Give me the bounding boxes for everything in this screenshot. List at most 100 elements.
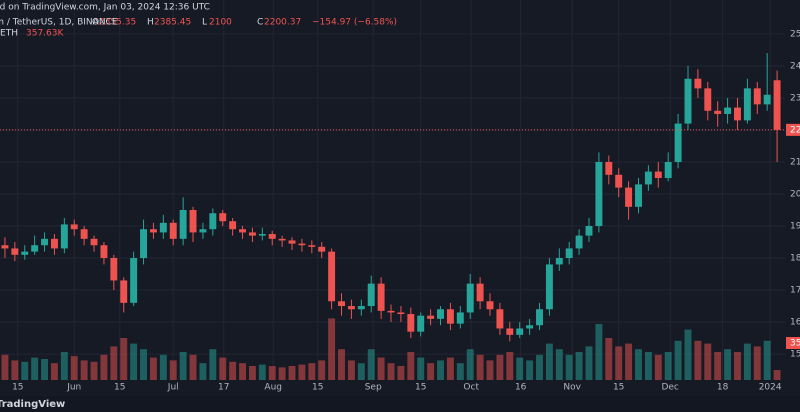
volume-bar	[526, 360, 534, 380]
candle-body	[288, 240, 296, 244]
x-tick-label: Nov	[563, 383, 581, 393]
volume-bar	[149, 357, 157, 380]
volume-bar	[60, 352, 68, 380]
overlay: 1500160017001800190020002100220023002400…	[0, 18, 800, 393]
volume-bar	[763, 340, 771, 380]
candle-body	[496, 309, 504, 329]
candle-body	[41, 238, 49, 246]
volume-bar	[80, 360, 88, 380]
candle-body	[545, 264, 553, 310]
candle-body	[338, 301, 345, 307]
y-tick-label: 1500	[790, 350, 800, 360]
volume-layer	[1, 318, 781, 380]
candle-body	[635, 184, 642, 207]
candle-body	[437, 309, 444, 319]
volume-bar	[338, 349, 345, 380]
volume-bar	[684, 329, 692, 380]
candle-body	[318, 246, 326, 252]
ohlc-letter: O	[92, 18, 99, 28]
x-tick-label: 17	[218, 383, 229, 393]
volume-bar	[565, 354, 573, 380]
volume-bar	[644, 352, 652, 380]
volume-bar	[674, 340, 682, 380]
volume-bar	[199, 363, 207, 380]
candle-body	[734, 107, 741, 121]
volume-bar	[357, 363, 365, 380]
published: Published on TradingView.com, Jan 03, 20…	[0, 3, 210, 13]
volume-box	[786, 336, 800, 349]
volume-bar	[31, 357, 39, 380]
volume-bar	[536, 354, 543, 380]
volume-bar	[268, 366, 276, 380]
y-tick-label: 2100	[790, 157, 800, 167]
volume-label: 357.63K	[790, 338, 800, 348]
candle-body	[199, 229, 207, 233]
volume-bar	[90, 361, 98, 380]
y-tick-label: 1700	[790, 286, 800, 296]
candle-body	[377, 283, 385, 311]
volume-bar	[318, 360, 326, 380]
volume-title: Vol · ETH	[0, 29, 18, 39]
volume-bar	[694, 340, 702, 380]
candle-body	[456, 312, 464, 324]
last-price-label: 2200.37	[790, 125, 800, 135]
volume-bar	[159, 354, 167, 380]
candle-body	[526, 325, 534, 329]
volume-bar	[476, 354, 484, 380]
candle-body	[130, 258, 138, 303]
candle-body	[278, 238, 286, 241]
volume-bar	[347, 360, 355, 380]
volume-bar	[140, 349, 148, 380]
volume-bar	[625, 343, 633, 380]
candle-body	[179, 210, 187, 239]
candle-body	[367, 283, 375, 307]
volume-bar	[209, 349, 217, 380]
volume-bar	[585, 346, 593, 380]
candle-body	[674, 123, 682, 162]
volume-bar	[407, 352, 415, 380]
candle-body	[516, 328, 524, 335]
candle-body	[90, 238, 98, 246]
candle-body	[120, 280, 128, 303]
ohlc-letter: L	[202, 18, 207, 28]
candle-body	[506, 328, 514, 335]
candle-body	[763, 94, 771, 105]
x-tick-label: Aug	[264, 383, 282, 393]
volume-bar	[496, 354, 504, 380]
x-tick-label: Jul	[167, 383, 179, 393]
candle-body	[644, 171, 652, 185]
y-tick-label: 2000	[790, 190, 800, 200]
candle-body	[654, 171, 662, 178]
volume-bar	[456, 363, 464, 380]
y-tick-label: 1600	[790, 318, 800, 328]
volume-value: 357.63K	[26, 29, 64, 39]
volume-bar	[328, 318, 336, 380]
symbol: Ethereum / TetherUS, 1D, BINANCE	[0, 18, 118, 28]
volume-bar	[41, 359, 49, 380]
y-tick-label: 2500	[790, 29, 800, 39]
volume-bar	[308, 363, 316, 380]
candle-body	[268, 234, 276, 239]
y-tick-label: 1900	[790, 222, 800, 232]
volume-bar	[387, 363, 395, 380]
candle-body	[110, 258, 118, 281]
candle-body	[159, 222, 167, 233]
volume-bar	[219, 357, 227, 380]
last-price-box	[786, 123, 800, 136]
volume-bar	[120, 338, 128, 380]
candle-body	[615, 174, 623, 188]
candle-body	[308, 245, 316, 247]
candle-body	[149, 229, 157, 233]
volume-bar	[506, 352, 514, 380]
volume-bar	[367, 349, 375, 380]
volume-bar	[635, 349, 642, 380]
volume-bar	[605, 338, 613, 380]
volume-bar	[288, 366, 296, 380]
volume-bar	[545, 343, 553, 380]
ohlc-letter: C	[257, 18, 263, 28]
y-tick-label: 2300	[790, 93, 800, 103]
candle-body	[625, 187, 633, 207]
ohlc-value: 2355.35	[99, 18, 136, 28]
